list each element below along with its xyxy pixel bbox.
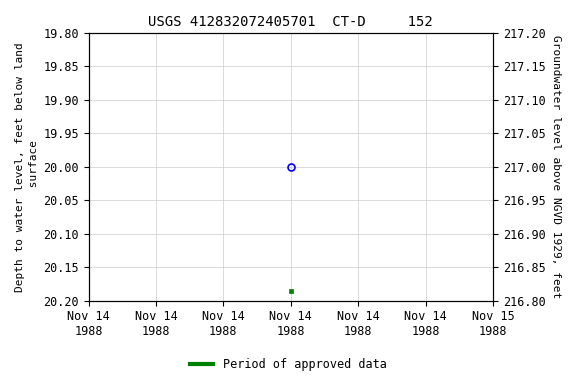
Title: USGS 412832072405701  CT-D     152: USGS 412832072405701 CT-D 152	[149, 15, 433, 29]
Legend: Period of approved data: Period of approved data	[185, 354, 391, 376]
Y-axis label: Groundwater level above NGVD 1929, feet: Groundwater level above NGVD 1929, feet	[551, 35, 561, 298]
Y-axis label: Depth to water level, feet below land
 surface: Depth to water level, feet below land su…	[15, 42, 39, 291]
